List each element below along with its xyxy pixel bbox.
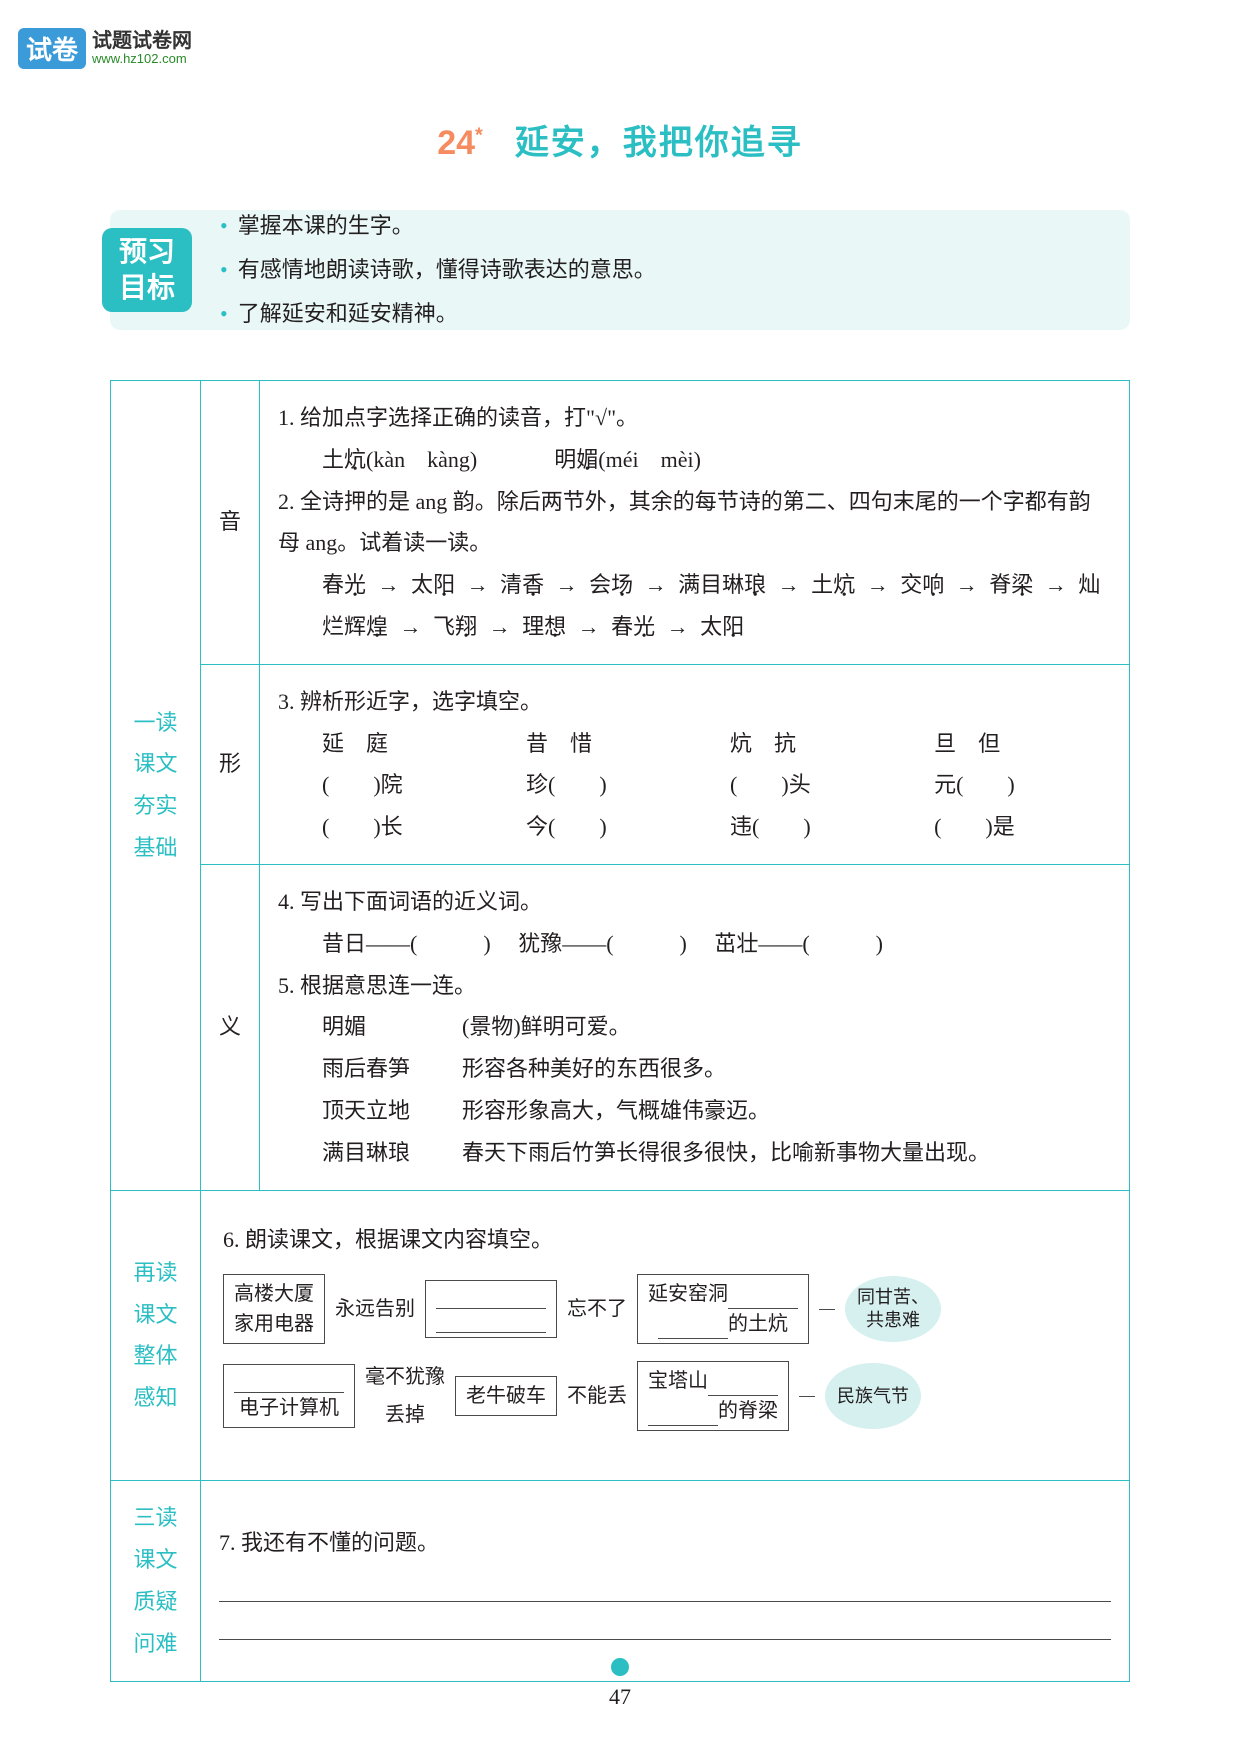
cell-yin: 1. 给加点字选择正确的读音，打"√"。 土炕(kàn kàng) 明媚(méi… [260, 381, 1130, 665]
q2-intro: 2. 全诗押的是 ang 韵。除后两节外，其余的每节诗的第二、四句末尾的一个字都… [278, 481, 1111, 565]
sub-label-xing: 形 [201, 664, 260, 864]
lesson-title: 24* 延安，我把你追寻 [0, 115, 1240, 164]
section-1-label: 一读课文夯实基础 [111, 381, 201, 1191]
site-logo: 试卷 试题试卷网 www.hz102.com [18, 28, 192, 69]
flow-box: 延安窑洞 的土炕 [637, 1274, 809, 1344]
sub-label-yi: 义 [201, 864, 260, 1190]
cell-yi: 4. 写出下面词语的近义词。 昔日——( ) 犹豫——( ) 茁壮——( ) 5… [260, 864, 1130, 1190]
page-dot-icon [611, 1658, 629, 1676]
cell-q7: 7. 我还有不懂的问题。 [201, 1481, 1130, 1681]
flow-bubble: 民族气节 [825, 1363, 921, 1429]
connector-icon [819, 1301, 835, 1317]
logo-badge: 试卷 [18, 28, 86, 69]
logo-url: www.hz102.com [92, 52, 192, 66]
cell-xing: 3. 辨析形近字，选字填空。 延 庭 昔 惜 炕 抗 旦 但 ( )院 珍( )… [260, 664, 1130, 864]
lesson-title-text: 延安，我把你追寻 [515, 124, 803, 162]
write-line [219, 1574, 1111, 1602]
section-2-label: 再读课文整体感知 [111, 1190, 201, 1481]
flow-box: 电子计算机 [223, 1364, 355, 1428]
q1-intro: 1. 给加点字选择正确的读音，打"√"。 [278, 397, 1111, 439]
section-3-label: 三读课文质疑问难 [111, 1481, 201, 1681]
flow-label: 丢掉 [385, 1396, 425, 1434]
preview-goals-list: 掌握本课的生字。 有感情地朗读诗歌，懂得诗歌表达的意思。 了解延安和延安精神。 [220, 204, 656, 336]
write-line [219, 1612, 1111, 1640]
connector-icon [799, 1388, 815, 1404]
q4-items: 昔日——( ) 犹豫——( ) 茁壮——( ) [278, 923, 1111, 965]
cell-flow: 6. 朗读课文，根据课文内容填空。 高楼大厦家用电器 永远告别 忘不了 延安窑洞… [201, 1190, 1130, 1481]
q3-pairs: 延 庭 昔 惜 炕 抗 旦 但 ( )院 珍( ) ( )头 元( ) ( )长… [278, 723, 1111, 848]
preview-tab: 预习 目标 [102, 228, 192, 312]
flow-bubble: 同甘苦、共患难 [845, 1276, 941, 1342]
lesson-number: 24* [437, 124, 483, 162]
logo-main-text: 试题试卷网 [92, 30, 192, 52]
q5-intro: 5. 根据意思连一连。 [278, 965, 1111, 1007]
goal-item: 有感情地朗读诗歌，懂得诗歌表达的意思。 [220, 248, 656, 292]
q7-intro: 7. 我还有不懂的问题。 [219, 1522, 1111, 1564]
goal-item: 掌握本课的生字。 [220, 204, 656, 248]
flow-box: 宝塔山 的脊梁 [637, 1361, 789, 1431]
q4-intro: 4. 写出下面词语的近义词。 [278, 881, 1111, 923]
goal-item: 了解延安和延安精神。 [220, 292, 656, 336]
worksheet-table: 一读课文夯实基础 音 1. 给加点字选择正确的读音，打"√"。 土炕(kàn k… [110, 380, 1130, 1682]
flow-box: 老牛破车 [455, 1376, 557, 1416]
q5-match: 明媚(景物)鲜明可爱。雨后春笋形容各种美好的东西很多。顶天立地形容形象高大，气概… [278, 1006, 1111, 1173]
flow-box-blank [425, 1280, 557, 1338]
q1-items: 土炕(kàn kàng) 明媚(méi mèi) [278, 439, 1111, 481]
flow-label: 毫不犹豫 [365, 1358, 445, 1396]
q6-intro: 6. 朗读课文，根据课文内容填空。 [223, 1219, 1107, 1261]
flow-label: 忘不了 [567, 1290, 627, 1328]
flow-row-1: 高楼大厦家用电器 永远告别 忘不了 延安窑洞 的土炕 同甘苦、共患难 [223, 1274, 1107, 1344]
flow-label: 不能丢 [567, 1377, 627, 1415]
flow-label: 永远告别 [335, 1290, 415, 1328]
preview-goals-block: 预习 目标 掌握本课的生字。 有感情地朗读诗歌，懂得诗歌表达的意思。 了解延安和… [110, 210, 1130, 330]
sub-label-yin: 音 [201, 381, 260, 665]
q3-intro: 3. 辨析形近字，选字填空。 [278, 681, 1111, 723]
flow-box: 高楼大厦家用电器 [223, 1274, 325, 1344]
q2-chain: 春光 → 太阳 → 清香 → 会场 → 满目琳琅 → 土炕 → 交响 → 脊梁 … [278, 564, 1111, 648]
page-number: 47 [0, 1684, 1240, 1710]
flow-row-2: 电子计算机 毫不犹豫 丢掉 老牛破车 不能丢 宝塔山 的脊梁 民族气节 [223, 1358, 1107, 1434]
